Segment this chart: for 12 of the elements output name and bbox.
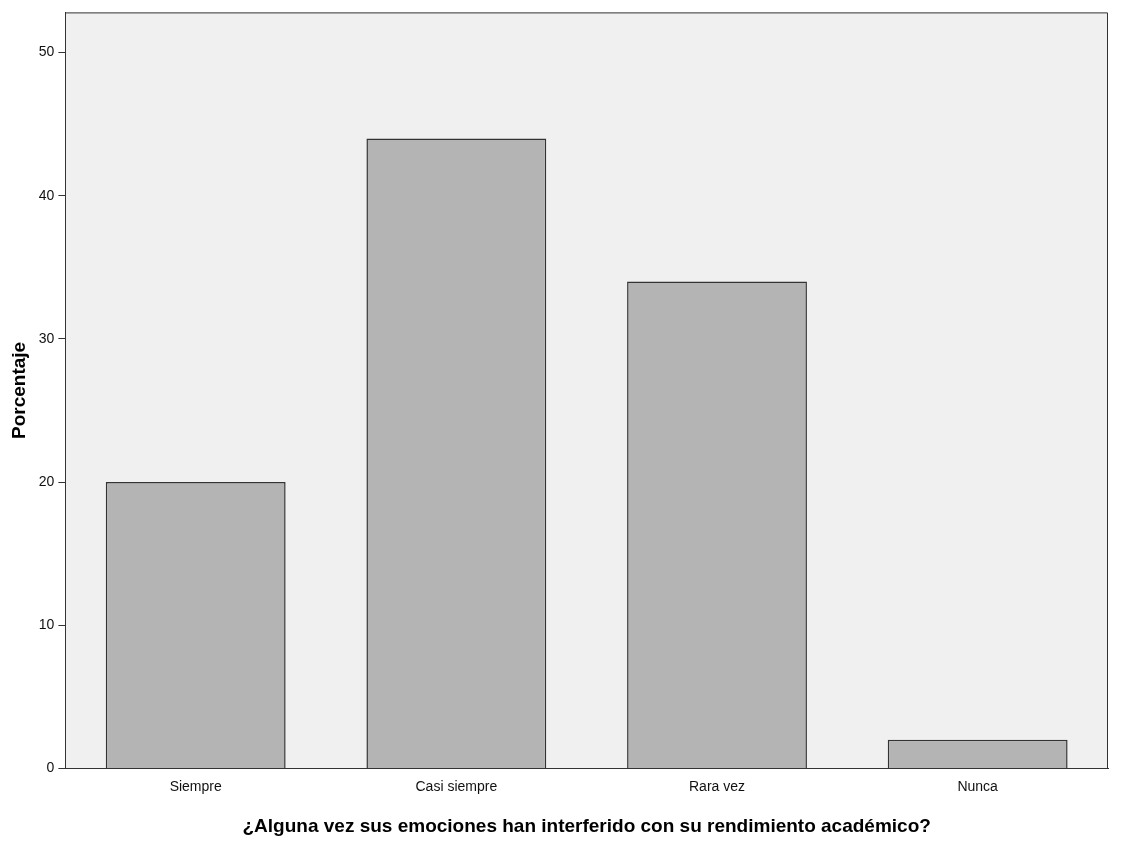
y-tick-label: 10 bbox=[38, 616, 55, 633]
y-axis-title: Porcentaje bbox=[7, 341, 29, 439]
y-tick-label: 20 bbox=[38, 472, 55, 489]
y-tick-label: 0 bbox=[46, 759, 55, 776]
x-axis-title: ¿Alguna vez sus emociones han interferido con su rendimiento académico? bbox=[242, 814, 931, 836]
x-tick-label: Siempre bbox=[169, 777, 222, 794]
x-tick-label: Rara vez bbox=[689, 777, 746, 794]
y-tick-label: 50 bbox=[38, 43, 55, 60]
y-tick-label: 30 bbox=[38, 329, 55, 346]
y-tick-label: 40 bbox=[38, 186, 55, 203]
x-tick-label: Nunca bbox=[957, 777, 999, 794]
x-tick-label: Casi siempre bbox=[415, 777, 498, 794]
